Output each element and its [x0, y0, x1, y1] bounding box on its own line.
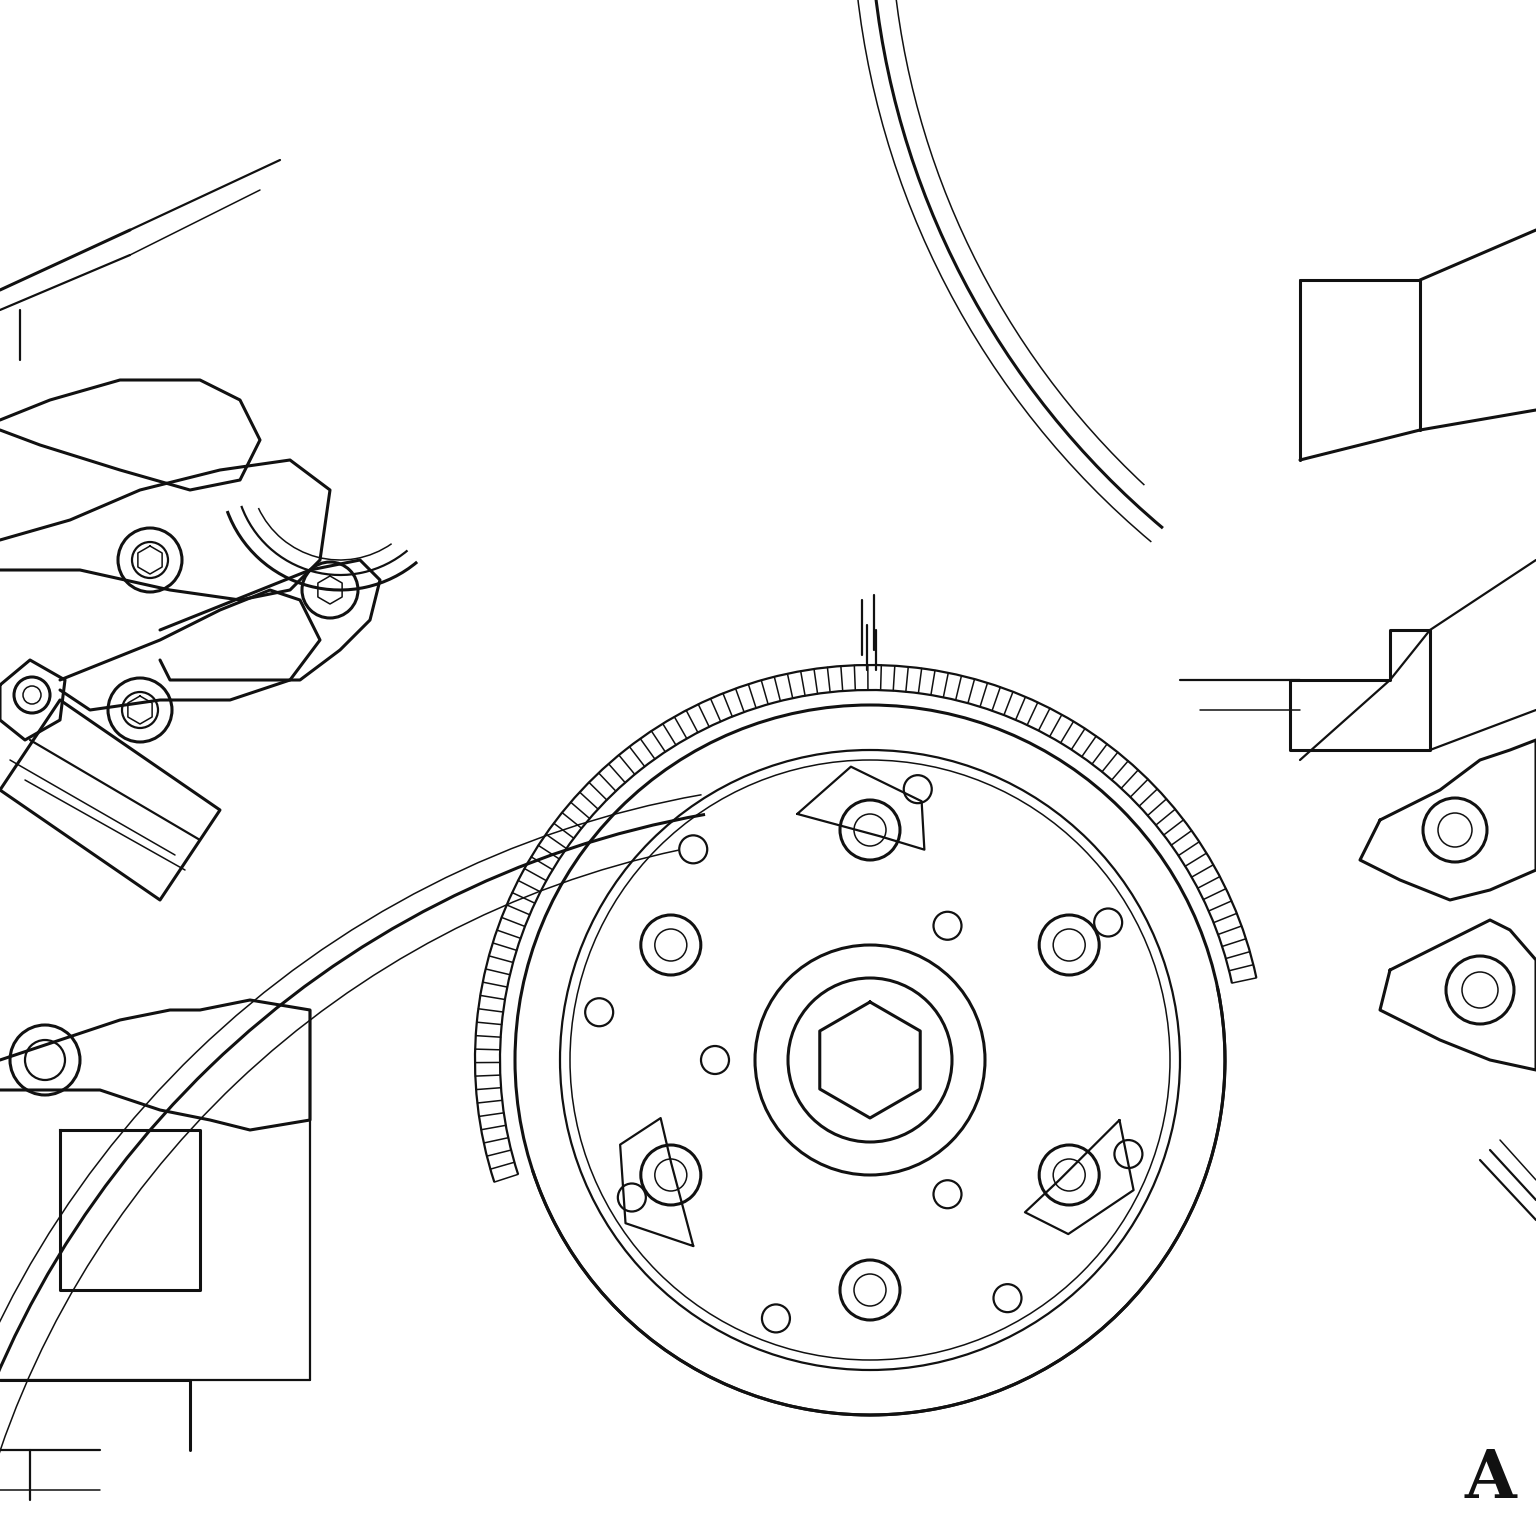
Text: A: A — [1464, 1447, 1516, 1513]
